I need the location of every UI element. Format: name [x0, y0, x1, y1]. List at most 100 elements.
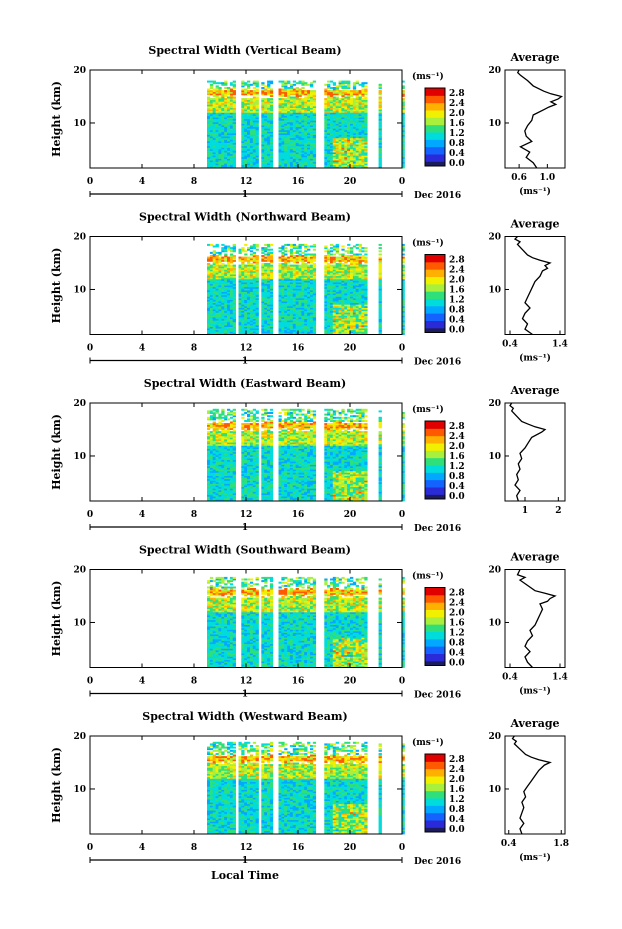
- heatmap-cell: [287, 118, 291, 121]
- heatmap-cell: [269, 126, 274, 129]
- heatmap-cell: [335, 136, 339, 139]
- heatmap-cell: [232, 104, 236, 107]
- heatmap-cell: [278, 313, 282, 316]
- heatmap-cell: [301, 93, 305, 96]
- heatmap-cell: [267, 150, 271, 153]
- heatmap-cell: [227, 317, 231, 319]
- heatmap-cell: [252, 123, 257, 126]
- heatmap-cell: [295, 264, 299, 267]
- heatmap-cell: [218, 274, 222, 277]
- heatmap-cell: [284, 328, 288, 331]
- heatmap-cell: [261, 318, 265, 321]
- heatmap-cell: [341, 90, 345, 93]
- heatmap-cell: [232, 118, 236, 121]
- heatmap-cell: [215, 142, 219, 145]
- heatmap-cell: [378, 102, 382, 105]
- heatmap-cell: [249, 288, 254, 291]
- heatmap-cell: [241, 263, 245, 265]
- heatmap-cell: [227, 118, 231, 121]
- heatmap-cell: [241, 296, 245, 299]
- heatmap-cell: [221, 112, 225, 115]
- heatmap-cell: [232, 121, 236, 124]
- heatmap-cell: [352, 117, 357, 120]
- heatmap-cell: [304, 99, 308, 102]
- heatmap-cell: [269, 134, 274, 137]
- heatmap-cell: [401, 166, 405, 169]
- heatmap-cell: [212, 115, 216, 118]
- heatmap-cell: [361, 91, 365, 94]
- heatmap-cell: [221, 131, 225, 134]
- heatmap-cell: [267, 263, 271, 265]
- heatmap-cell: [324, 164, 328, 167]
- heatmap-cell: [255, 90, 259, 93]
- heatmap-cell: [281, 321, 285, 324]
- heatmap-cell: [332, 163, 337, 166]
- heatmap-cell: [244, 152, 248, 155]
- heatmap-cell: [249, 118, 254, 121]
- heatmap-cell: [338, 131, 342, 134]
- heatmap-cell: [212, 166, 216, 169]
- heatmap-cell: [378, 147, 382, 150]
- heatmap-cell: [232, 137, 236, 140]
- heatmap-cell: [347, 155, 351, 158]
- heatmap-cell: [335, 163, 339, 166]
- heatmap-cell: [332, 144, 337, 147]
- heatmap-cell: [281, 136, 285, 139]
- heatmap-cell: [249, 104, 254, 107]
- heatmap-cell: [352, 104, 357, 107]
- heatmap-cell: [241, 104, 245, 107]
- heatmap-cell: [241, 110, 245, 113]
- heatmap-cell: [209, 294, 214, 297]
- heatmap-cell: [358, 120, 362, 123]
- heatmap-cell: [227, 269, 231, 272]
- heatmap-cell: [284, 304, 288, 307]
- heatmap-cell: [252, 98, 257, 101]
- heatmap-cell: [358, 163, 362, 166]
- heatmap-cell: [264, 283, 268, 286]
- heatmap-cell: [212, 266, 216, 269]
- heatmap-cell: [261, 128, 265, 131]
- heatmap-cell: [215, 256, 219, 259]
- heatmap-cell: [401, 102, 405, 105]
- heatmap-cell: [255, 161, 259, 164]
- heatmap-cell: [301, 144, 305, 147]
- heatmap-cell: [401, 99, 405, 102]
- heatmap-cell: [355, 156, 359, 159]
- heatmap-cell: [207, 137, 211, 140]
- heatmap-cell: [232, 278, 236, 281]
- heatmap-cell: [215, 107, 219, 110]
- heatmap-cell: [352, 142, 357, 145]
- heatmap-cell: [215, 118, 219, 121]
- heatmap-cell: [344, 255, 348, 257]
- heatmap-cell: [264, 128, 268, 131]
- heatmap-cell: [264, 153, 268, 156]
- heatmap-cell: [310, 245, 314, 248]
- heatmap-cell: [344, 106, 348, 108]
- heatmap-cell: [247, 125, 251, 128]
- heatmap-cell: [281, 93, 285, 96]
- heatmap-cell: [267, 145, 271, 148]
- heatmap-cell: [284, 297, 288, 300]
- heatmap-cell: [278, 114, 282, 116]
- heatmap-cell: [361, 83, 365, 86]
- heatmap-cell: [295, 93, 299, 96]
- heatmap-cell: [215, 278, 219, 281]
- heatmap-cell: [244, 301, 248, 304]
- heatmap-cell: [378, 109, 382, 112]
- heatmap-cell: [364, 123, 368, 126]
- heatmap-cell: [221, 321, 225, 324]
- heatmap-cell: [378, 107, 382, 110]
- heatmap-cell: [247, 290, 251, 292]
- heatmap-cell: [330, 247, 334, 250]
- heatmap-cell: [358, 131, 362, 134]
- heatmap-cell: [232, 128, 236, 131]
- heatmap-cell: [295, 121, 299, 124]
- heatmap-cell: [347, 163, 351, 166]
- heatmap-cell: [247, 286, 251, 289]
- heatmap-cell: [241, 120, 245, 123]
- heatmap-cell: [350, 118, 354, 121]
- heatmap-cell: [278, 264, 282, 267]
- heatmap-cell: [269, 317, 274, 319]
- heatmap-cell: [307, 142, 311, 145]
- heatmap-cell: [244, 150, 248, 153]
